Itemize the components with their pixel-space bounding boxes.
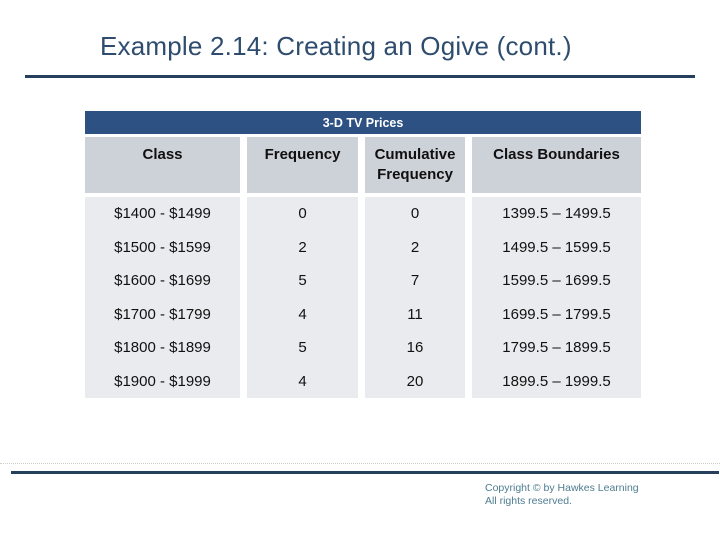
table-title: 3-D TV Prices — [85, 111, 641, 134]
frequency-table: 3-D TV Prices Class Frequency Cumulative… — [85, 111, 641, 398]
cell-cumulative-frequency: 20 — [365, 364, 465, 398]
cell-class-boundaries: 1599.5 – 1699.5 — [472, 264, 641, 298]
copyright-line-1: Copyright © by Hawkes Learning — [485, 482, 639, 494]
cell-cumulative-frequency: 16 — [365, 331, 465, 365]
cell-frequency: 2 — [247, 230, 358, 264]
cell-class: $1900 - $1999 — [85, 364, 240, 398]
cell-cumulative-frequency: 0 — [365, 197, 465, 231]
column-header-cumulative-frequency: Cumulative Frequency — [365, 137, 465, 193]
cell-frequency: 0 — [247, 197, 358, 231]
cell-cumulative-frequency: 7 — [365, 264, 465, 298]
cell-class: $1500 - $1599 — [85, 230, 240, 264]
cell-class: $1700 - $1799 — [85, 297, 240, 331]
table-header-row: Class Frequency Cumulative Frequency Cla… — [85, 137, 641, 193]
cell-class-boundaries: 1399.5 – 1499.5 — [472, 197, 641, 231]
column-header-class: Class — [85, 137, 240, 193]
column-header-class-boundaries: Class Boundaries — [472, 137, 641, 193]
copyright-line-2: All rights reserved. — [485, 495, 572, 507]
cell-class: $1600 - $1699 — [85, 264, 240, 298]
column-header-frequency: Frequency — [247, 137, 358, 193]
cell-cumulative-frequency: 2 — [365, 230, 465, 264]
cell-frequency: 5 — [247, 264, 358, 298]
title-underline — [25, 75, 695, 78]
page-title: Example 2.14: Creating an Ogive (cont.) — [100, 31, 572, 61]
cell-class-boundaries: 1699.5 – 1799.5 — [472, 297, 641, 331]
cell-frequency: 4 — [247, 297, 358, 331]
cell-class: $1400 - $1499 — [85, 197, 240, 231]
cell-frequency: 5 — [247, 331, 358, 365]
footer-dotted-divider — [0, 463, 720, 464]
footer-rule — [11, 471, 719, 474]
cell-class-boundaries: 1899.5 – 1999.5 — [472, 364, 641, 398]
table-body: $1400 - $1499 0 0 1399.5 – 1499.5 $1500 … — [85, 197, 641, 398]
cell-class-boundaries: 1499.5 – 1599.5 — [472, 230, 641, 264]
copyright-notice: Copyright © by Hawkes Learning All right… — [485, 482, 639, 508]
cell-class-boundaries: 1799.5 – 1899.5 — [472, 331, 641, 365]
cell-frequency: 4 — [247, 364, 358, 398]
cell-cumulative-frequency: 11 — [365, 297, 465, 331]
cell-class: $1800 - $1899 — [85, 331, 240, 365]
